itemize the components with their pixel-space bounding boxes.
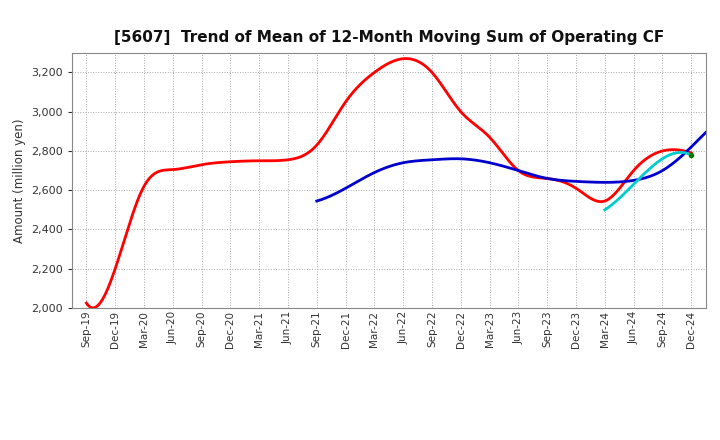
Y-axis label: Amount (million yen): Amount (million yen) [13, 118, 26, 242]
Title: [5607]  Trend of Mean of 12-Month Moving Sum of Operating CF: [5607] Trend of Mean of 12-Month Moving … [114, 29, 664, 45]
